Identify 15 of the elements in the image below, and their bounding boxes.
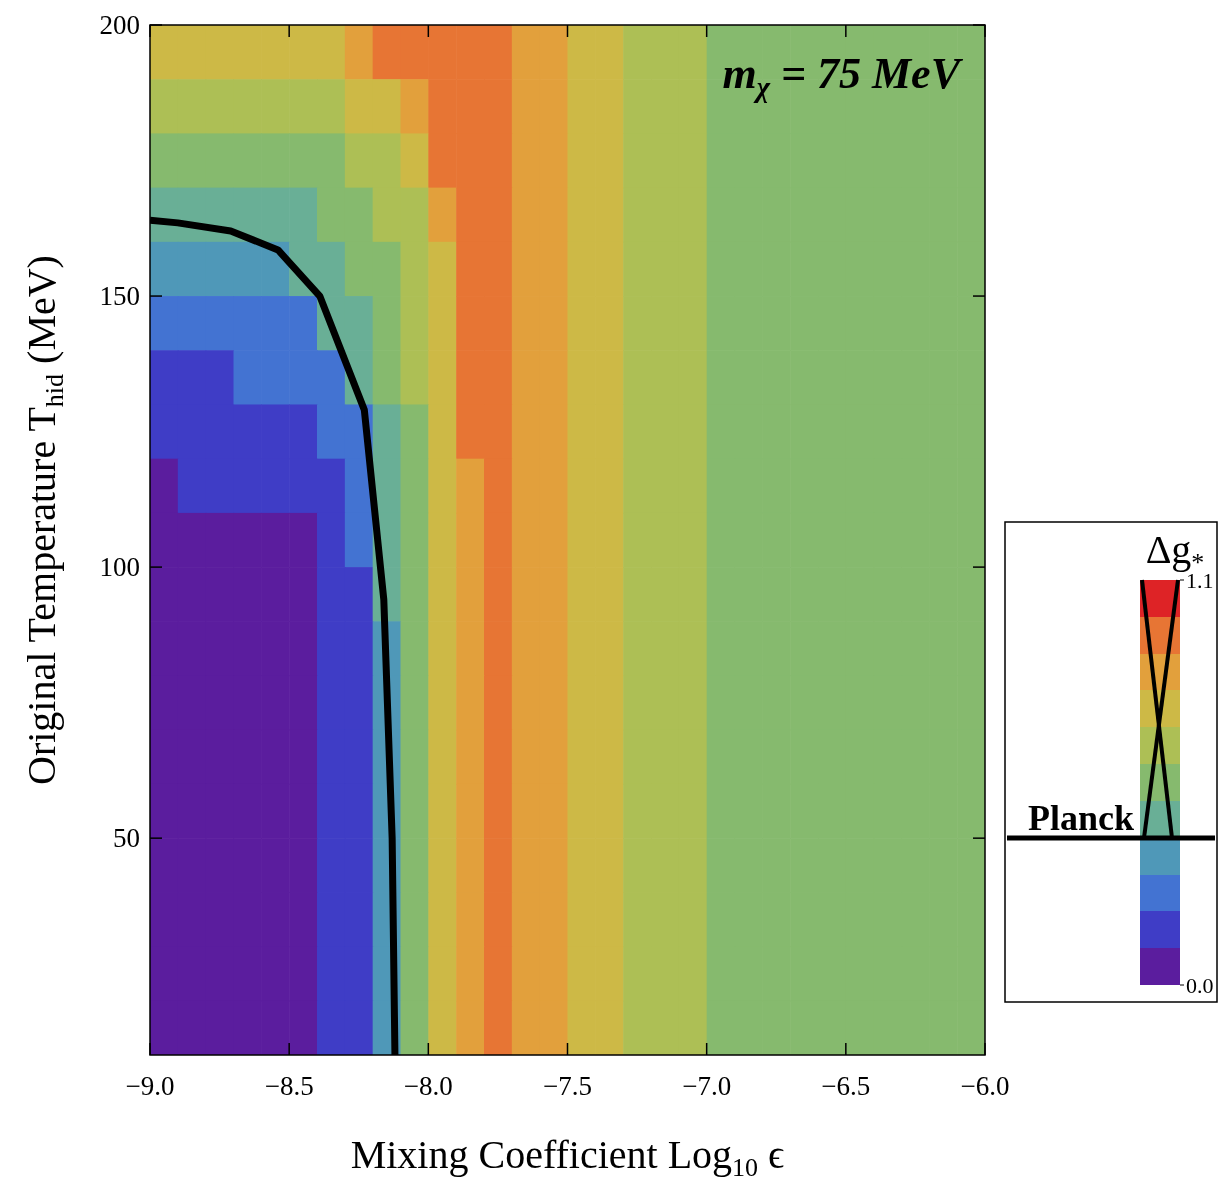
y-tick-label: 100 [99,552,140,583]
x-tick-label: −8.5 [264,1071,314,1101]
color-bar-label: 0.0 [1186,972,1214,998]
text: Planck [1027,798,1134,838]
y-tick-label: 200 [99,10,140,40]
x-tick-label: −7.5 [543,1071,592,1101]
y-tick-label: 50 [113,823,140,854]
x-tick-label: −6.0 [960,1071,1010,1101]
x-tick-label: −6.5 [821,1071,871,1101]
y-tick-label: 150 [99,281,140,312]
x-tick-label: −9.0 [125,1071,175,1101]
annotation: m$_{χ}$ = 75 MeV [722,49,964,103]
x-tick-label: −8.0 [403,1071,453,1101]
x-tick-label: −7.0 [682,1071,732,1101]
x-axis-title: Mixing Coefficient Log$_{10}$ϵ [350,1132,785,1181]
